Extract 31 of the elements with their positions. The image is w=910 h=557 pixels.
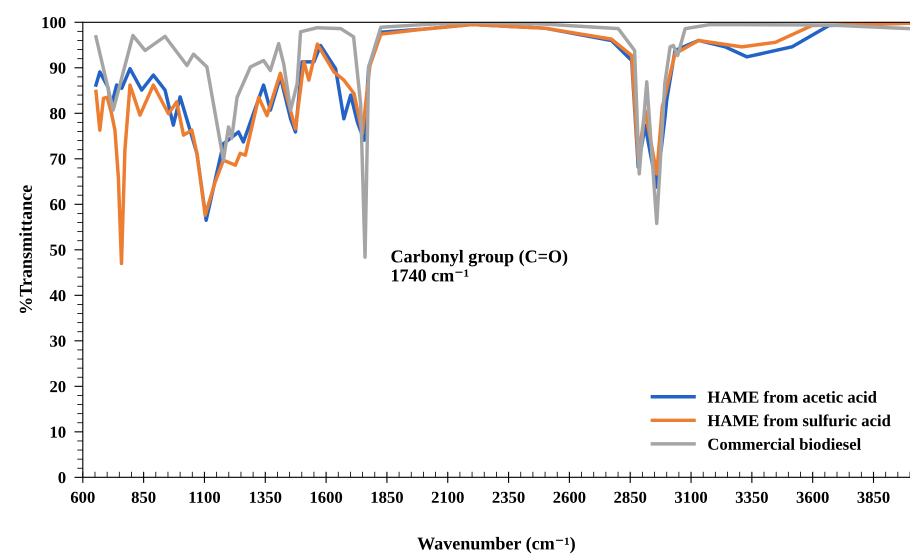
- y-tick-label: 20: [50, 381, 66, 392]
- y-tick-label: 30: [50, 336, 66, 347]
- y-tick-label: 90: [50, 62, 66, 74]
- x-tick-label: 2600: [553, 492, 586, 503]
- y-tick-label: 0: [58, 472, 66, 484]
- y-tick-label: 50: [50, 244, 66, 256]
- y-tick-label: 60: [50, 199, 66, 210]
- y-tick-label: 40: [50, 290, 66, 302]
- legend-label: HAME from acetic acid: [708, 390, 877, 403]
- y-tick-label: 80: [50, 108, 66, 120]
- x-tick-label: 600: [70, 492, 95, 503]
- x-tick-label: 1100: [190, 492, 220, 503]
- y-tick-label: 100: [42, 16, 66, 28]
- x-tick-label: 3100: [675, 492, 708, 503]
- annotation: Carbonyl group (C=O) 1740 cm⁻¹: [391, 250, 568, 282]
- x-axis-title: Wavenumber (cm⁻¹): [417, 536, 575, 554]
- x-tick-label: 3850: [857, 492, 890, 503]
- x-tick-label: 1850: [372, 492, 403, 503]
- x-tick-label: 1350: [250, 492, 282, 503]
- x-tick-label: 2850: [614, 492, 646, 503]
- x-tick-label: 850: [132, 492, 156, 503]
- x-tick-label: 2100: [432, 492, 464, 503]
- y-axis-title: %Transmittance: [19, 185, 32, 313]
- legend-label: Commercial biodiesel: [708, 438, 861, 450]
- x-tick-label: 3350: [736, 492, 768, 503]
- legend-label: HAME from sulfuric acid: [708, 414, 891, 426]
- x-tick-label: 2350: [492, 492, 525, 503]
- x-tick-label: 3600: [796, 492, 829, 503]
- x-tick-label: 1600: [310, 492, 342, 503]
- y-tick-label: 10: [50, 426, 66, 438]
- y-tick-label: 70: [50, 154, 66, 165]
